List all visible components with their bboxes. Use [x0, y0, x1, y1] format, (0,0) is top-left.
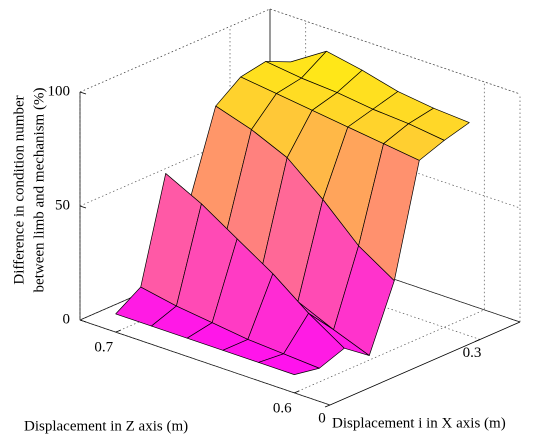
grid-line: [79, 122, 521, 209]
grid-line: [79, 8, 521, 95]
tick-mark: [474, 339, 481, 342]
surface-cell: [258, 353, 320, 375]
x-tick-label: 0: [318, 410, 326, 426]
grid-line: [294, 81, 485, 394]
z-axis-label-line: between limb and mechanism (%): [31, 88, 47, 293]
tick-mark: [294, 390, 300, 394]
z-axis-label-line: Difference in condition number: [11, 95, 27, 284]
z-tick-label: 50: [55, 197, 70, 213]
tick-mark: [79, 205, 87, 209]
tick-mark: [115, 329, 121, 333]
x-axis-label: Displacement i in X axis (m): [332, 415, 506, 431]
axis-line: [329, 321, 521, 406]
y-axis-label: Displacement in Z axis (m): [24, 418, 188, 434]
z-axis-label: Difference in condition number between l…: [11, 88, 47, 293]
tick-mark: [324, 404, 331, 408]
y-tick-label: 0.6: [273, 400, 292, 416]
box-edge: [269, 8, 521, 95]
x-tick-label: 0.3: [463, 345, 482, 361]
y-tick-label: 0.7: [94, 340, 113, 356]
grid-line: [79, 92, 331, 406]
z-tick-label: 100: [48, 83, 71, 99]
tick-mark: [79, 91, 87, 95]
z-tick-label: 0: [63, 311, 71, 327]
